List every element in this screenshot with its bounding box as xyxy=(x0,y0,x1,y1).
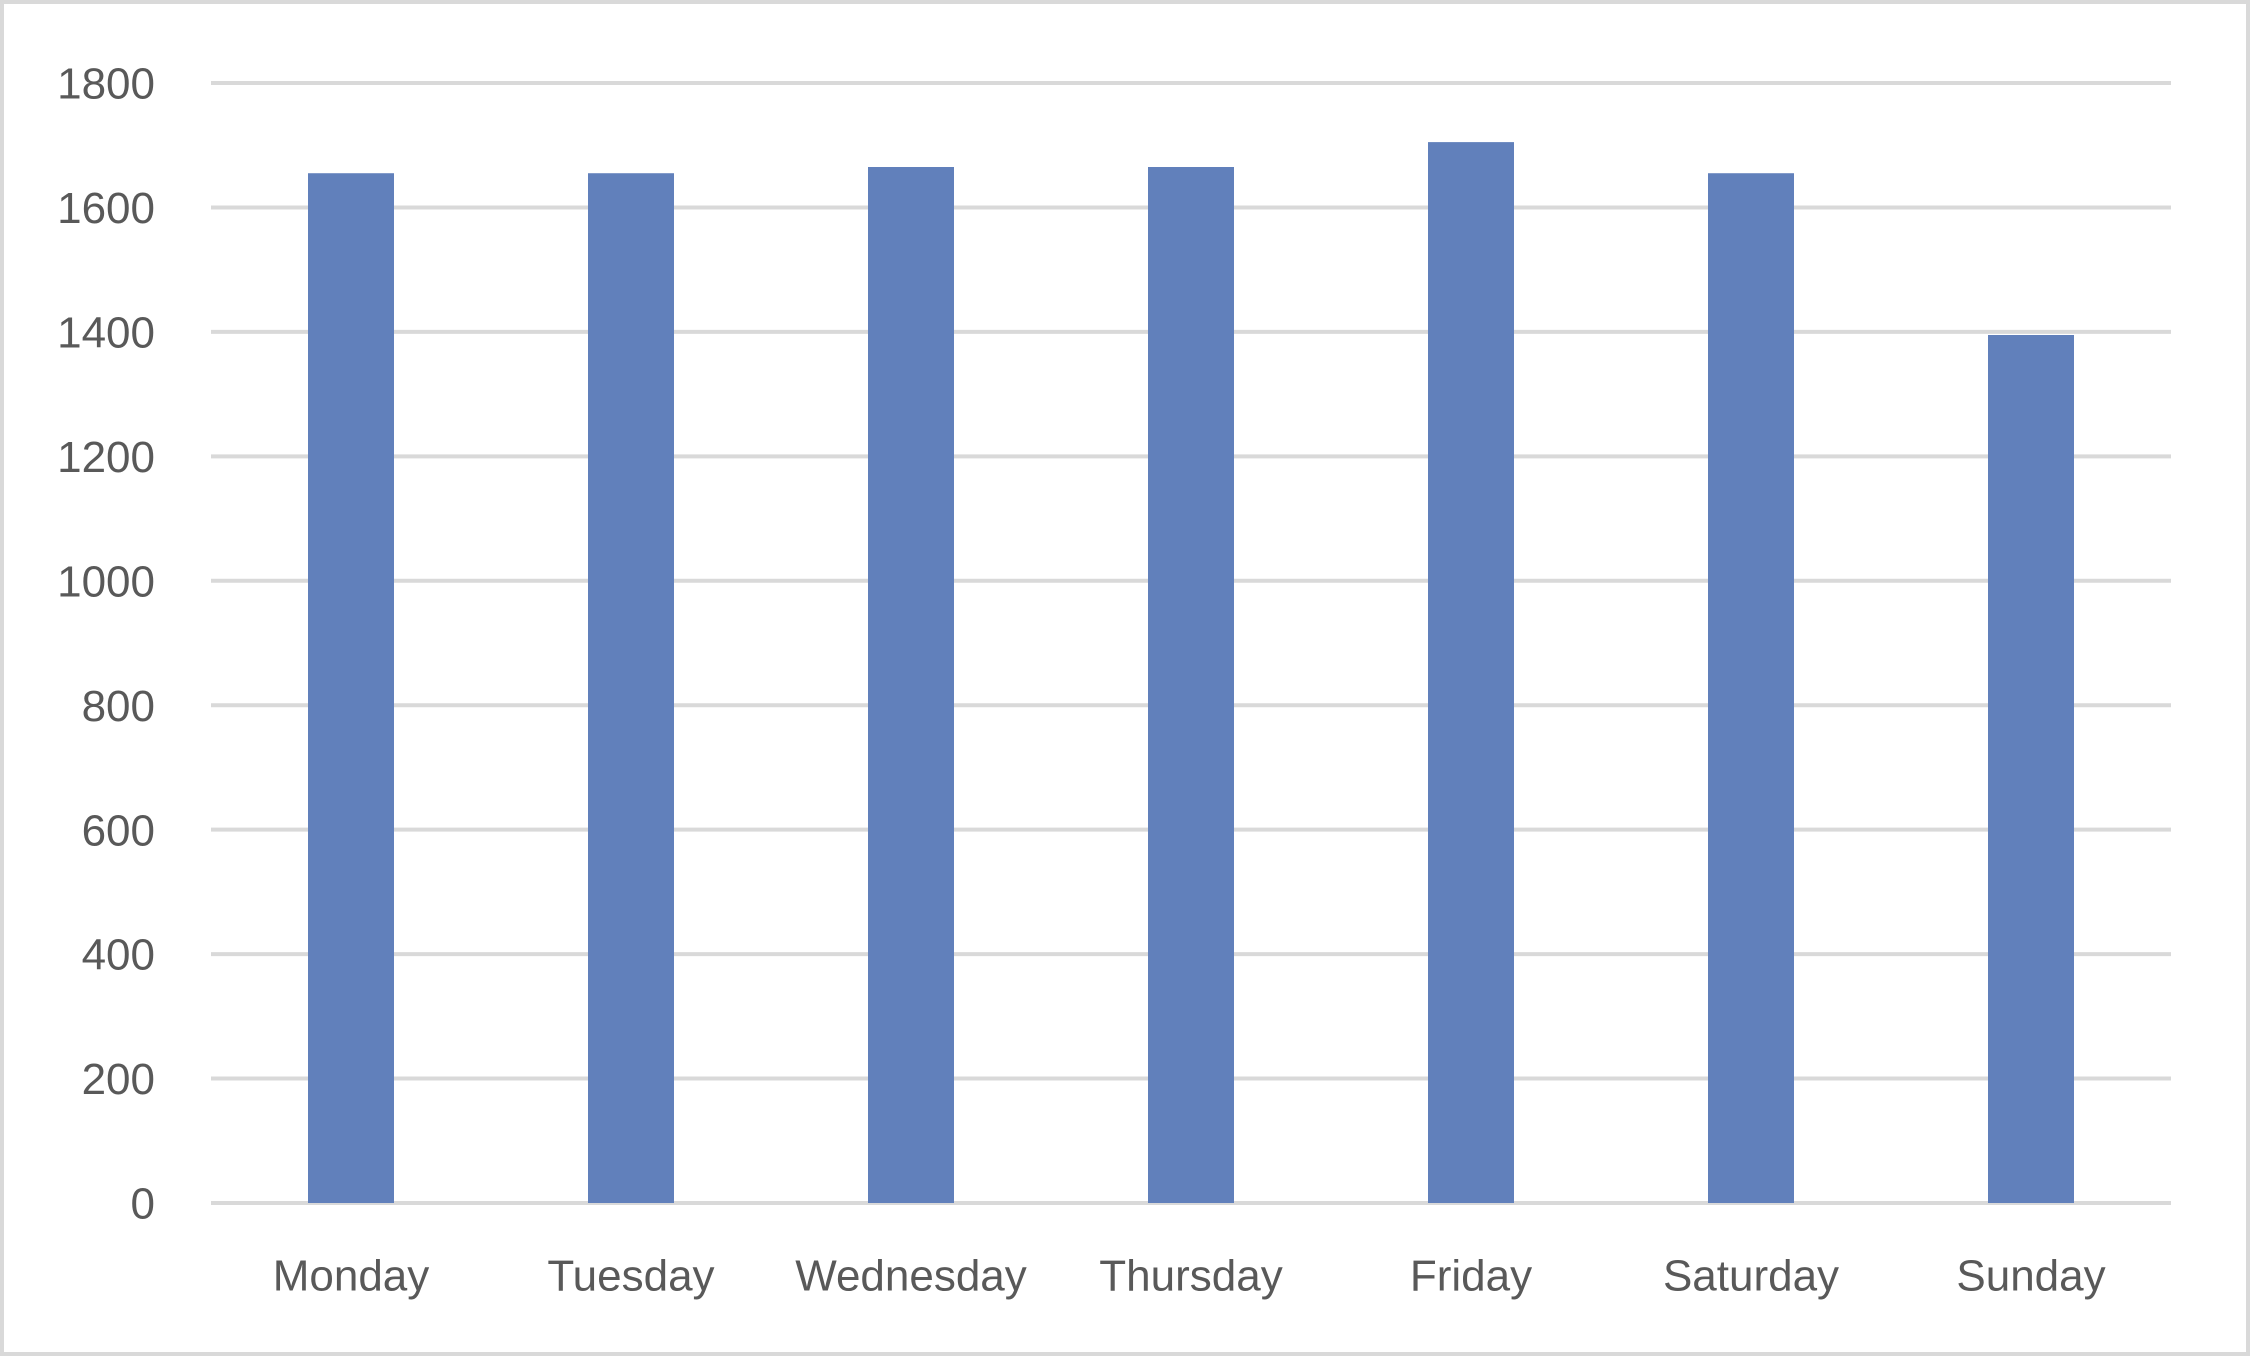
bar xyxy=(308,173,394,1204)
x-tick-label: Sunday xyxy=(1956,1252,2105,1301)
x-tick-label: Wednesday xyxy=(795,1252,1027,1301)
bar xyxy=(1428,142,1514,1204)
bar xyxy=(1148,167,1234,1203)
y-tick-label: 800 xyxy=(82,682,155,731)
x-tick-label: Friday xyxy=(1410,1252,1532,1301)
bar xyxy=(1988,335,2074,1203)
y-tick-label: 0 xyxy=(131,1180,155,1229)
bar xyxy=(588,173,674,1204)
y-tick-label: 1600 xyxy=(57,184,155,233)
y-tick-label: 1400 xyxy=(57,309,155,358)
x-tick-label: Saturday xyxy=(1663,1252,1839,1301)
y-tick-label: 600 xyxy=(82,806,155,855)
x-tick-label: Thursday xyxy=(1099,1252,1282,1301)
bar xyxy=(1708,173,1794,1204)
y-tick-label: 1000 xyxy=(57,557,155,606)
x-tick-label: Tuesday xyxy=(547,1252,714,1301)
y-tick-label: 1800 xyxy=(57,60,155,109)
x-tick-label: Monday xyxy=(273,1252,430,1301)
y-tick-label: 1200 xyxy=(57,433,155,482)
bar xyxy=(868,167,954,1203)
y-tick-label: 200 xyxy=(82,1055,155,1104)
y-tick-label: 400 xyxy=(82,931,155,980)
